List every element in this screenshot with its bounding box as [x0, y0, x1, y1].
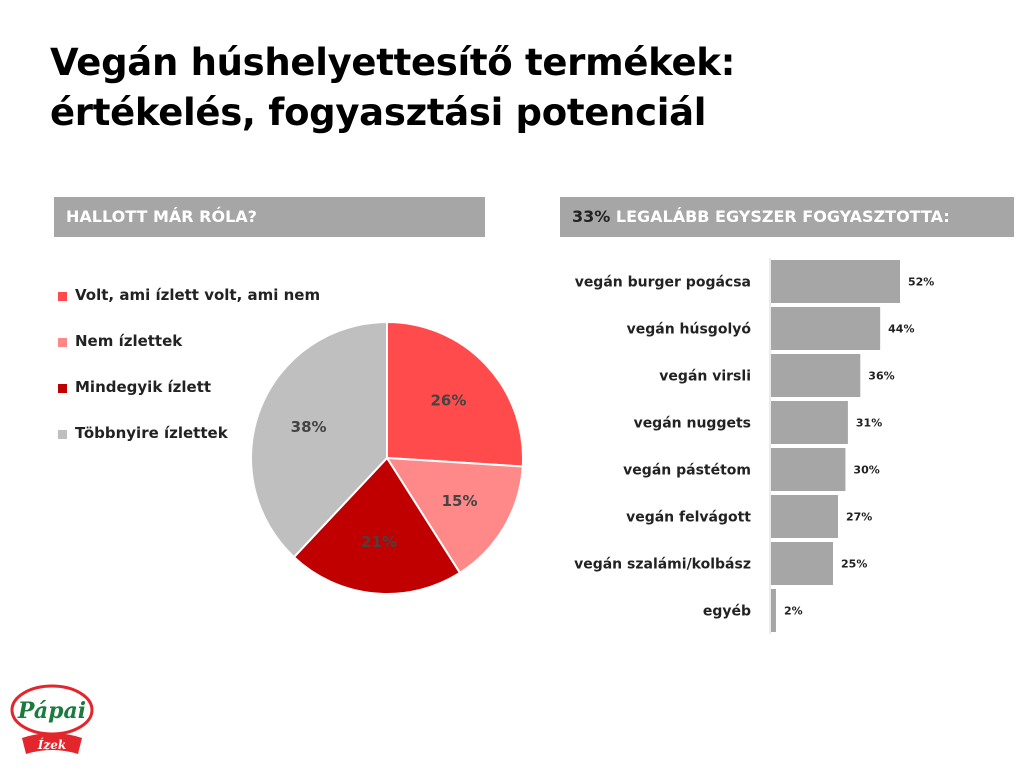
bar [771, 401, 848, 444]
bar-category-label: vegán burger pogácsa [575, 275, 751, 291]
bar-value-label: 27% [846, 511, 872, 524]
pie-slice [385, 456, 524, 575]
pie-legend: Volt, ami ízlett volt, ami nem Nem ízlet… [58, 286, 320, 470]
pie-chart-header: HALLOTT MÁR RÓLA? [54, 197, 485, 237]
bar [771, 307, 881, 350]
bar-value-label: 25% [841, 558, 867, 571]
pie-slice [250, 320, 388, 559]
pie-slice [386, 320, 524, 468]
bar-value-label: 30% [853, 464, 879, 477]
bar [771, 589, 776, 632]
bar-chart-header-pct: 33% [572, 207, 611, 226]
papai-izek-logo: Pápai Ízek [10, 684, 94, 754]
logo-sub-text: Ízek [37, 737, 66, 752]
legend-label-volt: Volt, ami ízlett volt, ami nem [75, 286, 321, 304]
bar [771, 354, 861, 397]
bar-category-label: vegán nuggets [634, 416, 751, 432]
bar-category-label: vegán húsgolyó [627, 322, 752, 338]
bar-value-label: 36% [868, 370, 894, 383]
legend-label-nem-izlettek: Nem ízlettek [75, 332, 183, 350]
bar-category-label: egyéb [703, 604, 751, 620]
legend-swatch-mindegyik [58, 384, 67, 393]
bar-value-label: 44% [888, 323, 914, 336]
bar-value-label: 2% [784, 605, 803, 618]
pie-slice-label: 15% [442, 492, 478, 510]
bar-category-label: vegán szalámi/kolbász [574, 557, 751, 573]
pie-slice-label: 26% [431, 391, 467, 409]
legend-item-nem-izlettek: Nem ízlettek [58, 332, 320, 378]
legend-swatch-nem-izlettek [58, 338, 67, 347]
legend-swatch-tobbnyire [58, 430, 67, 439]
bar-category-label: vegán virsli [659, 369, 751, 385]
legend-item-mindegyik: Mindegyik ízlett [58, 378, 320, 424]
pie-slice [292, 456, 462, 595]
bar-chart-header: 33% LEGALÁBB EGYSZER FOGYASZTOTTA: [560, 197, 1014, 237]
legend-item-tobbnyire: Többnyire ízlettek [58, 424, 320, 470]
bar [771, 260, 900, 303]
pie-slice-label: 38% [291, 418, 327, 436]
legend-swatch-volt [58, 292, 67, 301]
bar [771, 495, 838, 538]
page-title-line2: értékelés, fogyasztási potenciál [50, 91, 707, 134]
bar-value-label: 31% [856, 417, 882, 430]
pie-slice-label: 21% [361, 533, 397, 551]
bar [771, 448, 846, 491]
page-title-line1: Vegán húshelyettesítő termékek: [50, 41, 736, 84]
bar-value-label: 52% [908, 276, 934, 289]
legend-label-tobbnyire: Többnyire ízlettek [75, 424, 228, 442]
bar [771, 542, 834, 585]
legend-item-volt: Volt, ami ízlett volt, ami nem [58, 286, 320, 332]
logo-brand-text: Pápai [17, 698, 86, 724]
bar-category-label: vegán felvágott [626, 510, 751, 526]
legend-label-mindegyik: Mindegyik ízlett [75, 378, 212, 396]
page-title: Vegán húshelyettesítő termékek: értékelé… [50, 38, 1010, 138]
bar-chart-header-text: LEGALÁBB EGYSZER FOGYASZTOTTA: [610, 207, 950, 226]
bar-category-label: vegán pástétom [623, 463, 751, 479]
